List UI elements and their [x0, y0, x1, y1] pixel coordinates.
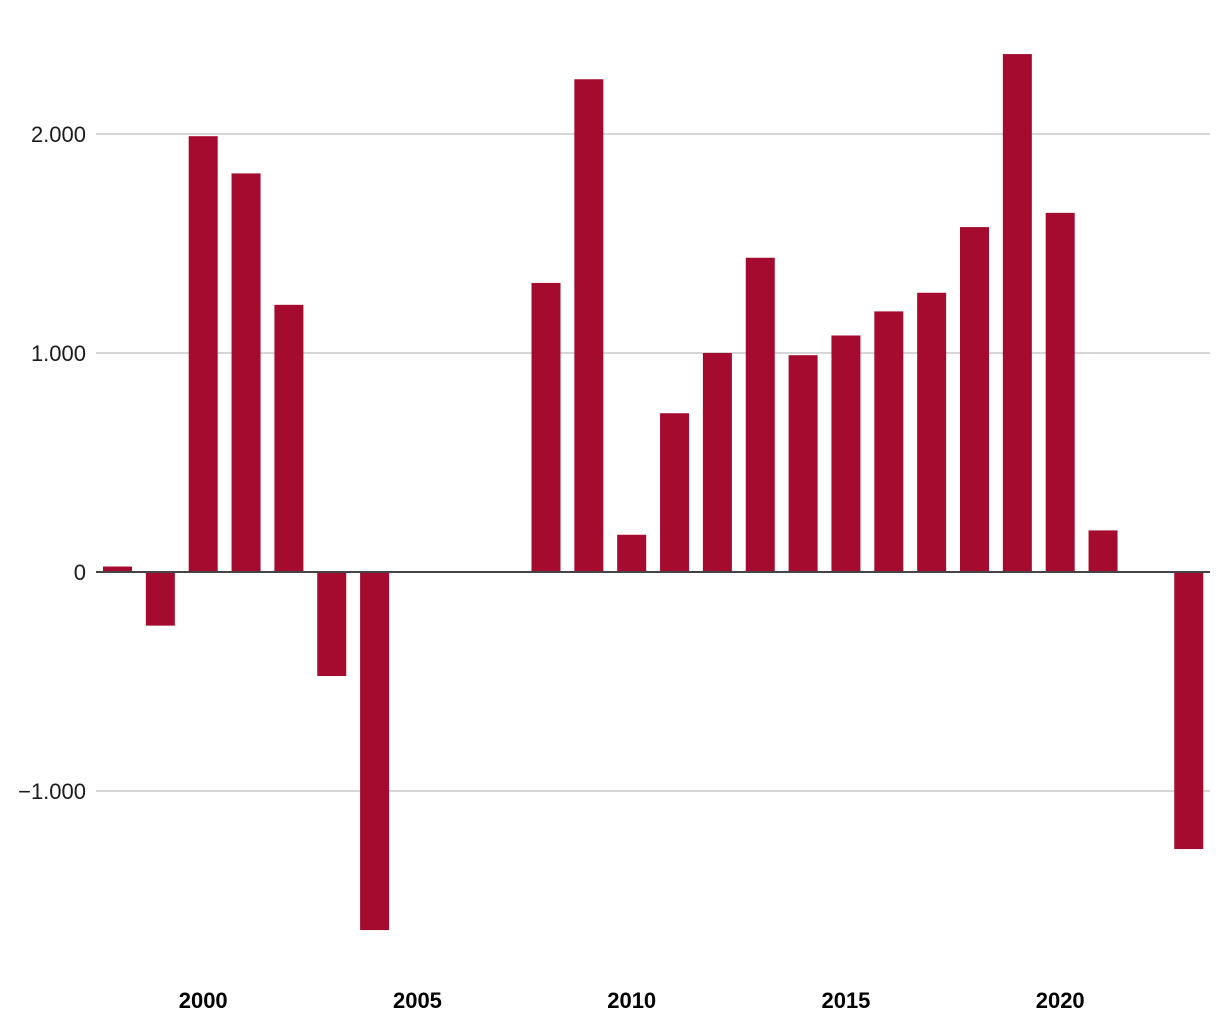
bar-2017: [917, 292, 947, 572]
bar-2020: [1045, 212, 1075, 572]
x-axis-tick-labels: 2000 2005 2010 2015 2020: [179, 988, 1085, 1013]
bar-1998: [103, 566, 132, 572]
bar-2002: [274, 304, 304, 572]
y-tick-label: 0: [74, 560, 86, 585]
bars: [103, 54, 1204, 931]
x-tick-label: 2020: [1036, 988, 1085, 1013]
gridlines: [96, 133, 1210, 792]
bar-2023: [1174, 572, 1204, 850]
bar-2010: [617, 534, 647, 572]
x-tick-label: 2005: [393, 988, 442, 1013]
x-tick-label: 2000: [179, 988, 228, 1013]
bar-2011: [660, 413, 690, 572]
bar-2013: [745, 257, 775, 572]
bar-2015: [831, 335, 861, 572]
bar-1999: [145, 572, 175, 626]
y-tick-label: 2.000: [31, 122, 86, 147]
bar-2008: [531, 282, 561, 572]
bar-2009: [574, 79, 604, 572]
y-tick-label: 1.000: [31, 341, 86, 366]
bar-2000: [188, 136, 218, 572]
x-tick-label: 2015: [821, 988, 870, 1013]
bar-2016: [874, 311, 904, 572]
x-tick-label: 2010: [607, 988, 656, 1013]
bar-2021: [1088, 530, 1118, 572]
bar-2004: [360, 572, 390, 931]
y-axis-tick-labels: −1.000 0 1.000 2.000: [18, 122, 86, 804]
y-tick-label: −1.000: [18, 779, 86, 804]
bar-2018: [960, 227, 989, 572]
bar-2014: [788, 355, 818, 572]
bar-2003: [317, 572, 347, 677]
bar-2012: [702, 353, 732, 572]
bar-2019: [1002, 54, 1032, 572]
bar-2001: [231, 173, 261, 573]
